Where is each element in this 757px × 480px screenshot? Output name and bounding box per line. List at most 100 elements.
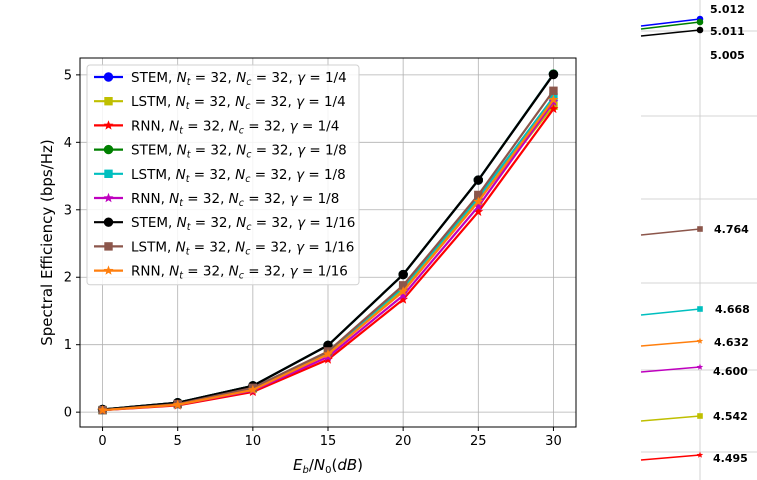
inset-line bbox=[640, 454, 701, 461]
data-point bbox=[548, 94, 559, 104]
inset-line bbox=[640, 18, 701, 27]
data-point bbox=[697, 226, 703, 232]
inset-value-label: 4.632 bbox=[714, 336, 749, 349]
y-tick-label: 5 bbox=[64, 68, 72, 83]
y-tick-label: 4 bbox=[64, 136, 72, 151]
legend-entry: LSTM, Nt = 32, Nc = 32, γ = 1/16 bbox=[94, 239, 354, 257]
inset-value-label: 4.542 bbox=[713, 410, 748, 423]
legend-label: RNN, Nt = 32, Nc = 32, γ = 1/4 bbox=[131, 118, 339, 136]
inset-value-label: 5.005 bbox=[710, 49, 745, 62]
inset-value-label: 4.764 bbox=[714, 223, 749, 236]
legend-entry: RNN, Nt = 32, Nc = 32, γ = 1/4 bbox=[94, 118, 339, 136]
data-point bbox=[398, 294, 409, 304]
y-tick-label: 0 bbox=[64, 406, 72, 421]
legend-entry: RNN, Nt = 32, Nc = 32, γ = 1/8 bbox=[94, 191, 339, 209]
data-point bbox=[473, 196, 484, 206]
legend-entry: STEM, Nt = 32, Nc = 32, γ = 1/8 bbox=[94, 143, 347, 161]
data-point bbox=[398, 269, 408, 280]
data-point bbox=[548, 103, 559, 114]
inset-series-5 bbox=[640, 306, 703, 316]
legend-label: STEM, Nt = 32, Nc = 32, γ = 1/16 bbox=[131, 215, 355, 233]
inset-series-8 bbox=[640, 226, 703, 236]
inset-value-label: 4.668 bbox=[715, 303, 750, 316]
data-point bbox=[104, 97, 113, 106]
inset-line bbox=[640, 340, 701, 347]
data-point bbox=[696, 337, 704, 344]
x-tick-label: 10 bbox=[245, 434, 262, 449]
data-point bbox=[473, 175, 484, 185]
data-point bbox=[473, 201, 484, 211]
inset-line bbox=[640, 21, 701, 30]
legend-entry: LSTM, Nt = 32, Nc = 32, γ = 1/8 bbox=[94, 167, 346, 185]
data-point bbox=[104, 169, 113, 178]
inset-line bbox=[640, 29, 701, 37]
y-tick-label: 3 bbox=[64, 203, 72, 218]
y-tick-label: 1 bbox=[64, 338, 72, 353]
legend-label: RNN, Nt = 32, Nc = 32, γ = 1/8 bbox=[131, 191, 339, 209]
zoom-inset: 5.012 5.011 5.005 4.764 4.668 4.632 4.600 4.542… bbox=[640, 0, 757, 480]
legend-entry: STEM, Nt = 32, Nc = 32, γ = 1/4 bbox=[94, 70, 347, 88]
data-point bbox=[103, 192, 114, 203]
inset-value-label: 4.495 bbox=[713, 452, 748, 465]
inset-series-9 bbox=[640, 337, 704, 347]
data-point bbox=[323, 354, 333, 364]
x-axis-label: Eb/N0(dB) bbox=[293, 456, 363, 476]
inset-series-4 bbox=[640, 18, 704, 30]
legend-box bbox=[86, 64, 360, 286]
y-tick-label: 2 bbox=[64, 271, 72, 286]
data-point bbox=[103, 144, 114, 155]
data-point bbox=[247, 384, 258, 395]
data-point bbox=[398, 290, 409, 300]
y-axis-label: Spectral Efficiency (bps/Hz) bbox=[38, 139, 56, 345]
x-tick-label: 20 bbox=[395, 434, 412, 449]
legend-label: STEM, Nt = 32, Nc = 32, γ = 1/4 bbox=[131, 70, 347, 88]
data-point bbox=[323, 348, 333, 359]
inset-series-1 bbox=[640, 15, 704, 27]
data-point bbox=[548, 69, 559, 80]
series-9 bbox=[97, 94, 559, 415]
legend: STEM, Nt = 32, Nc = 32, γ = 1/4 LSTM, Nt … bbox=[86, 64, 360, 286]
inset-series-3 bbox=[640, 451, 704, 461]
inset-value-label: 5.011 bbox=[710, 25, 745, 38]
legend-entry: STEM, Nt = 32, Nc = 32, γ = 1/16 bbox=[94, 215, 355, 233]
legend-entry: LSTM, Nt = 32, Nc = 32, γ = 1/4 bbox=[94, 94, 346, 112]
legend-label: STEM, Nt = 32, Nc = 32, γ = 1/8 bbox=[131, 143, 347, 161]
inset-series-2 bbox=[640, 413, 703, 422]
data-point bbox=[696, 26, 704, 34]
inset-series-6 bbox=[640, 363, 704, 373]
data-point bbox=[172, 399, 183, 409]
data-point bbox=[103, 265, 114, 275]
inset-value-label: 5.012 bbox=[710, 3, 745, 16]
data-point bbox=[398, 286, 409, 296]
data-point bbox=[549, 86, 558, 95]
data-point bbox=[103, 72, 114, 82]
x-tick-label: 0 bbox=[98, 434, 106, 449]
data-point bbox=[103, 217, 114, 227]
data-point bbox=[104, 242, 113, 251]
x-tick-label: 30 bbox=[545, 434, 562, 449]
data-point bbox=[97, 404, 108, 415]
inset-value-label: 4.600 bbox=[713, 365, 748, 378]
legend-label: LSTM, Nt = 32, Nc = 32, γ = 1/16 bbox=[131, 239, 354, 257]
data-point bbox=[398, 281, 408, 290]
data-point bbox=[696, 363, 704, 370]
inset-series-7 bbox=[640, 26, 704, 37]
inset-line bbox=[640, 366, 701, 373]
inset-line bbox=[640, 308, 701, 316]
legend-label: RNN, Nt = 32, Nc = 32, γ = 1/16 bbox=[131, 264, 348, 282]
inset-line bbox=[640, 415, 701, 422]
data-point bbox=[697, 306, 703, 312]
data-point bbox=[103, 120, 114, 130]
x-tick-label: 25 bbox=[470, 434, 487, 449]
data-point bbox=[473, 206, 484, 217]
data-point bbox=[696, 451, 704, 458]
data-point bbox=[474, 190, 483, 200]
inset-line bbox=[640, 228, 701, 236]
legend-label: LSTM, Nt = 32, Nc = 32, γ = 1/4 bbox=[131, 94, 346, 112]
data-point bbox=[697, 413, 703, 419]
data-point bbox=[696, 18, 704, 26]
legend-label: LSTM, Nt = 32, Nc = 32, γ = 1/8 bbox=[131, 167, 346, 185]
x-tick-label: 5 bbox=[174, 434, 182, 449]
data-point bbox=[323, 351, 333, 362]
